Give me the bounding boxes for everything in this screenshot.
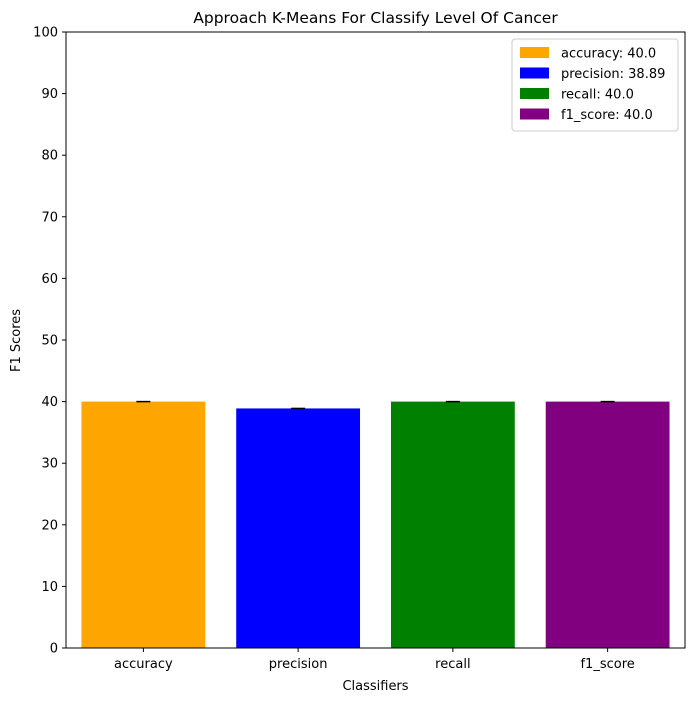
legend-label: precision: 38.89 xyxy=(561,67,665,82)
legend-swatch xyxy=(520,67,549,79)
legend-label: recall: 40.0 xyxy=(561,88,634,103)
x-axis-label: Classifiers xyxy=(342,679,408,694)
legend: accuracy: 40.0 precision: 38.89 recall: 40… xyxy=(511,38,679,132)
legend-swatch xyxy=(520,47,549,58)
y-tick-label: 30 xyxy=(41,457,58,472)
x-axis: accuracy precision recall f1_score xyxy=(114,648,635,672)
x-tick-label: f1_score xyxy=(580,657,634,672)
bar-precision xyxy=(236,408,361,648)
x-tick-label: recall xyxy=(435,657,470,672)
legend-swatch xyxy=(520,108,549,120)
y-tick-label: 60 xyxy=(41,272,58,287)
y-tick-label: 20 xyxy=(41,518,58,533)
bar-recall xyxy=(390,401,515,648)
y-tick-label: 50 xyxy=(41,334,58,349)
bar-f1-score xyxy=(545,401,670,648)
y-tick-label: 10 xyxy=(41,580,58,595)
y-tick-label: 40 xyxy=(41,395,58,410)
y-tick-label: 0 xyxy=(50,642,58,657)
legend-box xyxy=(511,38,679,132)
x-tick-label: accuracy xyxy=(114,657,173,672)
y-axis: 0 10 20 30 40 50 60 70 80 90 100 xyxy=(33,26,66,657)
legend-label: accuracy: 40.0 xyxy=(561,47,656,62)
legend-label: f1_score: 40.0 xyxy=(561,108,653,123)
legend-swatch xyxy=(520,88,549,99)
y-tick-label: 70 xyxy=(41,210,58,225)
x-tick-label: precision xyxy=(269,657,328,672)
bar-accuracy xyxy=(81,401,206,648)
plot-area xyxy=(65,31,686,649)
y-tick-label: 80 xyxy=(41,149,58,164)
y-axis-label: F1 Scores xyxy=(9,309,24,372)
chart-title: Approach K-Means For Classify Level Of C… xyxy=(193,9,558,27)
y-tick-label: 100 xyxy=(33,26,58,41)
y-tick-label: 90 xyxy=(41,87,58,102)
